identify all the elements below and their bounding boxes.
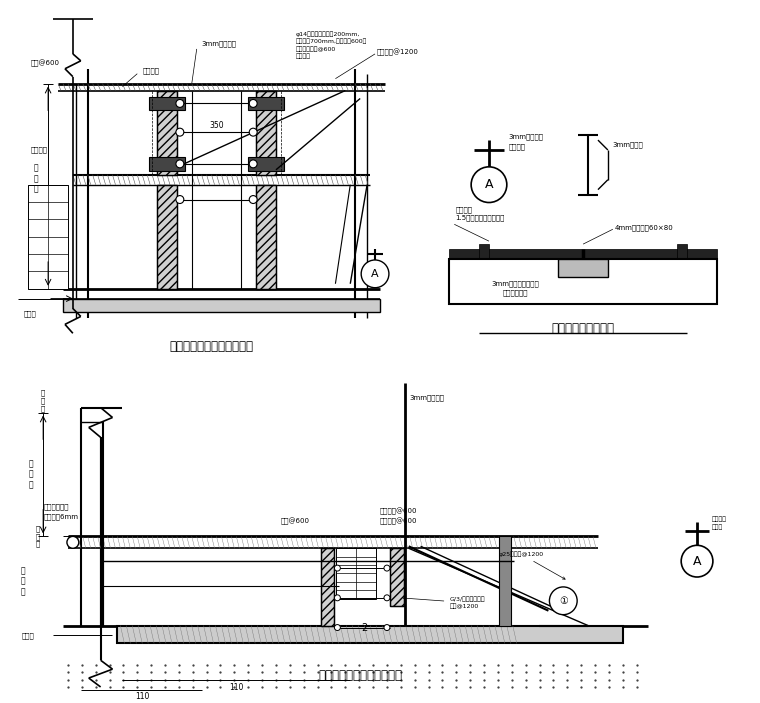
Text: 地
基
底: 地 基 底 [41,389,46,411]
Text: φ25架钢筋@1200: φ25架钢筋@1200 [499,552,565,579]
Text: 底卡管钢钢管@600: 底卡管钢钢管@600 [296,46,336,52]
Text: φ14钢板一道架架径200mm,: φ14钢板一道架架径200mm, [296,32,360,37]
Text: 外墙用止水穿墙螺栓: 外墙用止水穿墙螺栓 [552,322,615,335]
Bar [157,185,177,289]
Text: 除后刮平: 除后刮平 [455,206,472,213]
Bar [249,96,284,110]
Text: 3mm止水钢板: 3mm止水钢板 [410,394,445,401]
Text: 模板单置遮挡: 模板单置遮挡 [503,290,528,296]
Bar [63,299,380,312]
Text: 110: 110 [135,692,150,702]
Circle shape [384,565,390,571]
Bar [256,91,276,175]
Text: 3mm止水钢板: 3mm止水钢板 [201,41,236,47]
Circle shape [67,536,79,548]
Bar [249,157,284,171]
Bar [157,91,177,175]
Text: 止钢板: 止钢板 [712,524,724,530]
Text: 钢止水板: 钢止水板 [508,143,526,150]
Text: A: A [485,178,493,191]
Text: ①: ① [559,595,568,606]
Bar [559,259,608,277]
Bar [390,548,404,606]
Bar [337,548,376,598]
Text: 外
保
护: 外 保 护 [21,566,26,596]
Text: 350: 350 [209,121,224,130]
Text: 防水底: 防水底 [24,310,36,317]
Text: 竖向间距700mm,水平间距600。: 竖向间距700mm,水平间距600。 [296,38,367,44]
Bar [256,185,276,289]
Bar [321,548,334,626]
Circle shape [176,99,184,108]
Circle shape [384,595,390,601]
Text: 间距夹钢@1200: 间距夹钢@1200 [377,49,419,56]
Circle shape [249,128,257,136]
Bar [256,185,276,289]
Text: 外导墙模板支没详图（二）: 外导墙模板支没详图（二） [318,669,402,682]
Circle shape [249,160,257,168]
Circle shape [549,587,577,614]
Bar [149,96,185,110]
Text: 钢板架距: 钢板架距 [296,53,311,58]
Text: 间距@600: 间距@600 [30,60,59,67]
Text: 2: 2 [361,623,367,633]
Bar [499,536,511,626]
Circle shape [384,624,390,631]
Text: 生态砌块@600: 生态砌块@600 [380,508,417,515]
Text: 外导墙模板支设详图（一）: 外导墙模板支设详图（一） [169,340,254,353]
Text: A: A [371,269,378,279]
Circle shape [334,595,340,601]
Text: 止压背穿@600: 止压背穿@600 [380,518,417,525]
Text: 1.5毫厚止水件，模板拆: 1.5毫厚止水件，模板拆 [455,214,505,221]
Bar [677,244,687,264]
Text: A: A [693,555,701,567]
Text: G/3/模版连接板，
套管@1200: G/3/模版连接板， 套管@1200 [404,597,485,609]
Circle shape [176,128,184,136]
Text: 平穿@600: 平穿@600 [281,518,310,525]
Circle shape [681,546,713,577]
Circle shape [361,260,389,288]
Bar [479,244,489,264]
Circle shape [334,624,340,631]
Text: 3mm薄钢板: 3mm薄钢板 [613,142,644,148]
Circle shape [176,160,184,168]
Bar [118,626,622,643]
Text: 3mm薄模板垫层止水: 3mm薄模板垫层止水 [492,280,540,287]
Text: 模
板
高: 模 板 高 [34,164,39,193]
Text: 地
下
水: 地 下 水 [36,525,40,548]
Text: 乙烯挡板6mm: 乙烯挡板6mm [43,513,78,520]
Circle shape [471,167,507,202]
Bar [157,91,177,175]
Bar [256,91,276,175]
Text: 3mm钢板止水: 3mm钢板止水 [508,134,544,141]
Bar [157,185,177,289]
Circle shape [334,565,340,571]
Text: 110: 110 [230,683,243,692]
Text: 模
板
高: 模 板 高 [29,459,33,489]
Text: 通长钢管: 通长钢管 [30,147,47,153]
Text: 支撑钢板: 支撑钢板 [712,517,727,522]
Text: 通长钢管: 通长钢管 [142,67,160,74]
Text: 外保温墙挡板: 外保温墙挡板 [43,503,68,510]
Circle shape [176,195,184,203]
Bar [449,259,717,304]
Circle shape [249,99,257,108]
Text: 4mm单止水环60×80: 4mm单止水环60×80 [615,224,673,231]
Bar [149,157,185,171]
Bar [321,548,334,626]
Bar [28,185,68,289]
Bar [390,548,404,606]
Circle shape [249,195,257,203]
Bar [449,249,717,259]
Text: 地基底: 地基底 [22,632,35,639]
